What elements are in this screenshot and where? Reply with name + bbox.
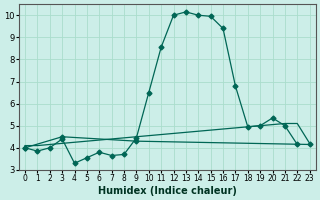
X-axis label: Humidex (Indice chaleur): Humidex (Indice chaleur) <box>98 186 237 196</box>
